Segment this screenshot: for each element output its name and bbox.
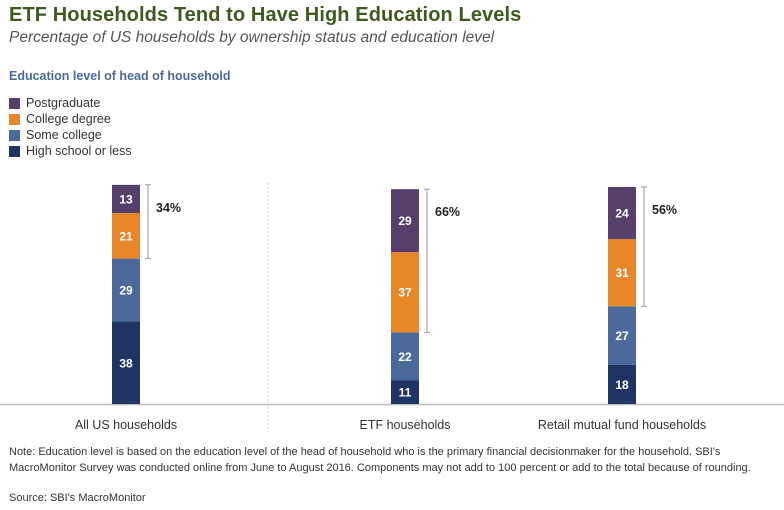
legend-label: Postgraduate (26, 96, 101, 110)
bar-segment (112, 184, 140, 214)
bar-value-label: 27 (615, 329, 629, 343)
legend-swatch (9, 113, 20, 125)
bar-segment (391, 189, 419, 253)
bracket-total-label: 66% (435, 205, 460, 219)
bar-value-label: 37 (398, 286, 412, 300)
bar-segment (608, 239, 636, 307)
bar-value-label: 18 (615, 378, 629, 392)
bar-value-label: 22 (398, 350, 412, 364)
bar-segment (112, 321, 140, 404)
bar-value-label: 11 (399, 386, 412, 400)
chart-subtitle: Percentage of US households by ownership… (9, 29, 495, 46)
legend-label: Some college (26, 128, 102, 142)
bar-segment (608, 187, 636, 240)
source-note: Source: SBI's MacroMonitor (9, 492, 146, 504)
footnote: Note: Education level is based on the ed… (9, 446, 751, 474)
bar-segment (608, 364, 636, 404)
bar-segment (608, 306, 636, 365)
bracket-total-label: 34% (156, 201, 181, 215)
bar-value-label: 29 (119, 284, 133, 298)
legend-item: High school or less (9, 143, 132, 159)
legend-item: Postgraduate (9, 95, 132, 111)
legend-swatch (9, 129, 20, 141)
bar-value-label: 13 (119, 192, 133, 206)
legend-swatch (9, 145, 20, 157)
bar-segment (112, 213, 140, 259)
stacked-bar-chart: 38 29 21 13 34% All US households 11 22 37 29 66% E… (0, 183, 784, 432)
bar-value-label: 31 (615, 266, 629, 280)
category-label: ETF households (359, 418, 450, 432)
category-label: All US households (75, 418, 177, 432)
bar-value-label: 21 (119, 229, 133, 243)
bar-value-label: 38 (119, 356, 133, 370)
bar-segment (112, 258, 140, 322)
bar-value-label: 24 (615, 207, 629, 221)
bracket-total-label: 56% (652, 203, 677, 217)
legend-swatch (9, 97, 20, 109)
legend-item: Some college (9, 127, 132, 143)
legend-item: College degree (9, 111, 132, 127)
bar-value-label: 29 (398, 214, 412, 228)
legend-label: College degree (26, 112, 111, 126)
legend-title: Education level of head of household (9, 69, 231, 83)
bar-segment (391, 252, 419, 333)
legend: Postgraduate College degree Some college Hi… (9, 95, 132, 159)
bar-segment (391, 380, 419, 404)
bar-segment (391, 332, 419, 381)
legend-label: High school or less (26, 144, 132, 158)
category-label: Retail mutual fund households (538, 418, 706, 432)
chart-title: ETF Households Tend to Have High Educati… (9, 4, 522, 26)
